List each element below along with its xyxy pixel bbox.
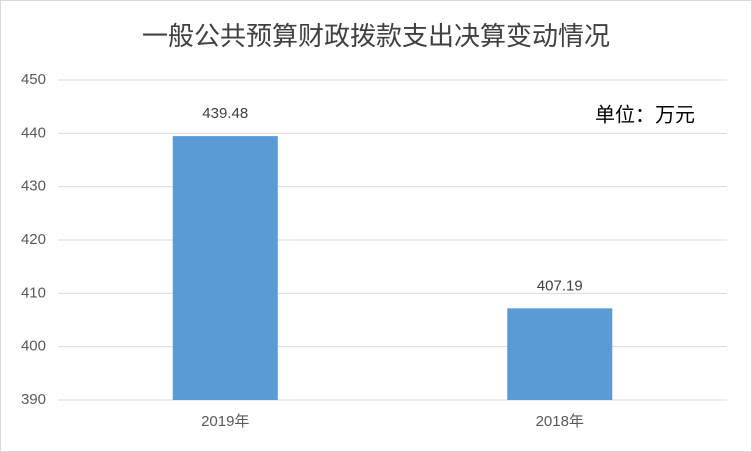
unit-annotation: 单位：万元 [595, 103, 695, 126]
data-label: 439.48 [202, 105, 248, 122]
y-tick-label: 410 [21, 284, 46, 301]
y-tick-label: 450 [21, 71, 46, 88]
y-tick-label: 390 [21, 391, 46, 408]
y-tick-label: 400 [21, 338, 46, 355]
bar [507, 308, 613, 400]
y-tick-label: 420 [21, 231, 46, 248]
bar [172, 136, 278, 400]
chart-title: 一般公共预算财政拨款支出决算变动情况 [142, 21, 610, 51]
y-tick-label: 430 [21, 178, 46, 195]
x-tick-label: 2019年 [201, 413, 249, 430]
y-tick-label: 440 [21, 124, 46, 141]
data-label: 407.19 [537, 277, 583, 294]
x-tick-label: 2018年 [536, 413, 584, 430]
